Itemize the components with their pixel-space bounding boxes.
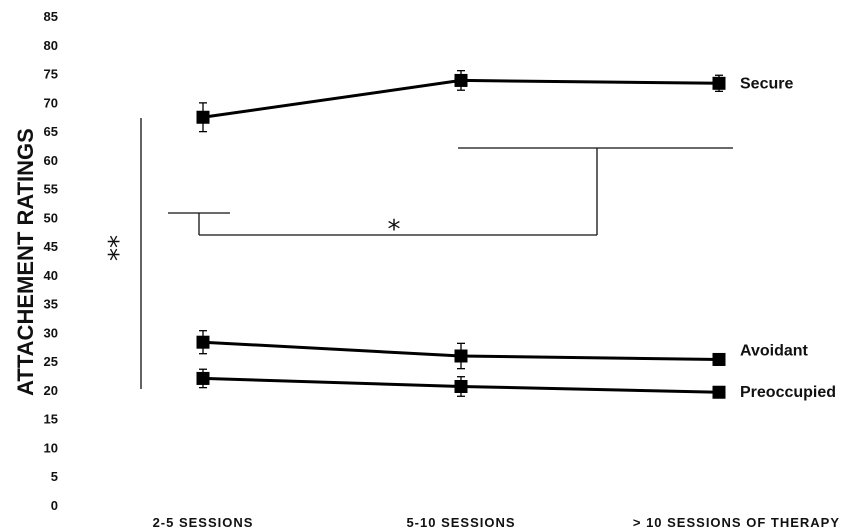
- y-tick-label: 80: [44, 38, 58, 53]
- y-tick-label: 70: [44, 95, 58, 110]
- series-label: Preoccupied: [740, 384, 836, 401]
- data-point-marker: [454, 73, 468, 87]
- significance-brackets: ** *: [104, 118, 733, 389]
- y-tick-label: 50: [44, 210, 58, 225]
- data-point-marker: [196, 335, 210, 349]
- y-tick-label: 45: [44, 239, 58, 254]
- x-tick-label: 5-10 SESSIONS: [406, 515, 515, 530]
- y-tick-label: 75: [44, 67, 58, 82]
- data-point-marker: [196, 371, 210, 385]
- y-tick-label: 65: [44, 124, 58, 139]
- y-axis-ticks: 0 5 10 15 20 25 30 35 40 45 50 55 60 65 70 75 80 85: [44, 9, 58, 513]
- y-tick-label: 55: [44, 182, 58, 197]
- bracket-single-star-label: *: [388, 215, 401, 245]
- series-label: Secure: [740, 75, 793, 92]
- y-tick-label: 0: [51, 498, 58, 513]
- data-point-marker: [196, 110, 210, 124]
- x-tick-label: > 10 SESSIONS OF THERAPY: [633, 515, 840, 530]
- bracket-double-star-label: **: [104, 235, 134, 261]
- y-tick-label: 35: [44, 297, 58, 312]
- x-axis-ticks: 2-5 SESSIONS 5-10 SESSIONS > 10 SESSIONS O…: [153, 515, 840, 530]
- data-point-marker: [712, 385, 726, 399]
- y-tick-label: 15: [44, 412, 58, 427]
- y-tick-label: 40: [44, 268, 58, 283]
- series-layer: Secure Avoidant Preoccupied: [196, 70, 836, 401]
- y-tick-label: 85: [44, 9, 58, 24]
- y-tick-label: 30: [44, 325, 58, 340]
- x-tick-label: 2-5 SESSIONS: [153, 515, 254, 530]
- series-secure: Secure: [196, 70, 793, 133]
- y-tick-label: 5: [51, 469, 58, 484]
- series-preoccupied: Preoccupied: [196, 368, 836, 401]
- y-tick-label: 25: [44, 354, 58, 369]
- data-point-marker: [712, 76, 726, 90]
- data-point-marker: [454, 379, 468, 393]
- y-tick-label: 20: [44, 383, 58, 398]
- data-point-marker: [712, 352, 726, 366]
- y-tick-label: 10: [44, 440, 58, 455]
- y-axis-title: ATTACHEMENT RATINGS: [13, 128, 38, 396]
- series-label: Avoidant: [740, 342, 809, 359]
- data-point-marker: [454, 349, 468, 363]
- y-tick-label: 60: [44, 153, 58, 168]
- series-avoidant: Avoidant: [196, 330, 809, 370]
